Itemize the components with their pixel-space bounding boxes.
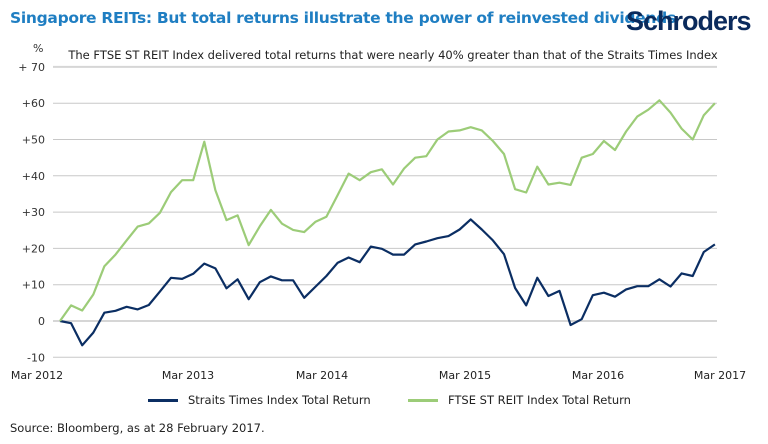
- y-tick-label: +40: [22, 170, 45, 183]
- y-tick-label: +10: [22, 279, 45, 292]
- x-tick-label: Mar 2013: [162, 369, 214, 382]
- legend-swatch-navy: [148, 398, 178, 402]
- source-note: Source: Bloomberg, as at 28 February 201…: [10, 421, 265, 435]
- x-tick-label: Mar 2012: [11, 369, 63, 382]
- series-lines: [59, 99, 716, 347]
- x-tick-label: Mar 2015: [439, 369, 491, 382]
- chart-subtitle: The FTSE ST REIT Index delivered total r…: [68, 48, 718, 62]
- legend-item-straits-times: Straits Times Index Total Return: [148, 393, 371, 407]
- legend-label: FTSE ST REIT Index Total Return: [448, 393, 631, 407]
- x-tick-label: Mar 2017: [694, 369, 746, 382]
- y-tick-label: +20: [22, 242, 45, 255]
- y-tick-label: +60: [22, 97, 45, 110]
- y-tick-label: -10: [27, 351, 45, 364]
- y-tick-label: +50: [22, 134, 45, 147]
- chart-title: Singapore REITs: But total returns illus…: [10, 9, 676, 27]
- y-tick-label: +30: [22, 206, 45, 219]
- y-tick-label: + 70: [18, 61, 45, 74]
- legend-swatch-green: [408, 398, 438, 402]
- legend-item-ftse-reit: FTSE ST REIT Index Total Return: [408, 393, 631, 407]
- y-axis-unit-label: %: [33, 42, 44, 55]
- x-tick-label: Mar 2014: [296, 369, 348, 382]
- y-tick-label: 0: [38, 315, 45, 328]
- legend-label: Straits Times Index Total Return: [188, 393, 371, 407]
- x-axis-ticks: Mar 2012 Mar 2013 Mar 2014 Mar 2015 Mar 2016…: [11, 369, 746, 382]
- schroders-logo: Schroders: [626, 6, 752, 36]
- series-line-0: [59, 218, 716, 347]
- gridlines: [53, 65, 717, 358]
- x-tick-label: Mar 2016: [572, 369, 624, 382]
- y-axis-ticks: -10 0 +10 +20 +30 +40 +50 +60 + 70: [18, 61, 45, 364]
- series-line-1: [59, 99, 716, 322]
